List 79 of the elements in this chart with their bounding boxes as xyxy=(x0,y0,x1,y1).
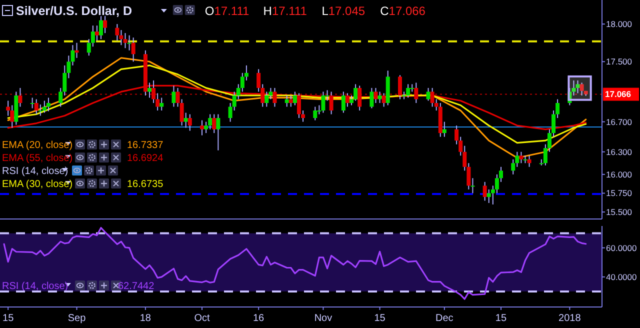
candlestick xyxy=(284,94,289,108)
y-tick-label: 60.0000 xyxy=(606,242,637,253)
candlestick xyxy=(46,97,50,112)
candlestick xyxy=(378,91,382,104)
candlestick xyxy=(147,82,152,98)
annotation: RSI (14, close) xyxy=(2,166,68,177)
candlestick xyxy=(580,82,584,96)
candlestick xyxy=(527,155,532,168)
candlestick xyxy=(329,91,334,115)
text: EMA (30, close) xyxy=(2,179,73,190)
candlestick xyxy=(430,87,434,108)
candlestick xyxy=(370,87,374,109)
x-tick-label: Nov xyxy=(314,313,332,324)
candlestick xyxy=(576,80,580,94)
candlestick xyxy=(374,87,378,104)
candlestick xyxy=(486,188,491,204)
candlestick xyxy=(345,92,350,108)
x-tick-label: 16 xyxy=(253,313,265,324)
y-tick-label: 16.700 xyxy=(606,116,632,127)
candlestick xyxy=(34,98,38,115)
candlestick xyxy=(208,114,212,130)
candlestick xyxy=(127,34,132,51)
annotation: 62.7442 xyxy=(118,281,155,292)
candlestick xyxy=(18,87,22,108)
candlestick xyxy=(216,114,220,151)
candlestick xyxy=(123,32,128,49)
line-series xyxy=(3,226,587,300)
x-tick-label: Oct xyxy=(194,313,210,324)
candlestick xyxy=(172,85,176,108)
candlestick xyxy=(131,37,136,62)
x-tick-label: 18 xyxy=(140,313,152,324)
candlestick xyxy=(30,97,34,109)
y-tick-label: 17.500 xyxy=(606,56,632,67)
candlestick xyxy=(160,97,164,112)
y-tick-label: 40.0000 xyxy=(606,272,637,282)
x-tick-label: 2018 xyxy=(558,313,582,324)
x-tick-label: 15 xyxy=(2,313,14,324)
annotation: O17.111 xyxy=(204,4,250,18)
candlestick xyxy=(288,94,293,108)
candlestick xyxy=(406,84,410,98)
candlestick xyxy=(519,151,524,164)
y-tick-label: 16.000 xyxy=(606,169,632,180)
candlestick xyxy=(442,121,446,138)
annotation: 16.6735 xyxy=(127,179,164,190)
text: EMA (55, close) xyxy=(2,153,73,164)
candlestick xyxy=(42,100,46,114)
x-tick-label: Sep xyxy=(68,313,86,324)
annotation: L17.045 xyxy=(322,4,366,18)
candlestick xyxy=(188,114,192,132)
text: EMA (20, close) xyxy=(2,140,73,151)
candlestick xyxy=(212,114,216,134)
candlestick xyxy=(321,91,326,114)
text: RSI (14, close) xyxy=(2,281,68,292)
candlestick xyxy=(313,106,318,121)
candlestick xyxy=(426,87,430,102)
candlestick xyxy=(341,91,346,114)
x-tick-label: 15 xyxy=(495,313,507,324)
candlestick xyxy=(482,181,487,202)
candlestick xyxy=(354,84,358,102)
y-tick-label: 15.500 xyxy=(606,206,632,217)
candlestick xyxy=(382,92,386,108)
candlestick xyxy=(184,112,188,128)
candlestick xyxy=(272,87,277,108)
ref-line-label: 17.066 xyxy=(605,89,632,100)
y-tick-label: 16.300 xyxy=(606,146,632,157)
candlestick xyxy=(115,24,120,42)
x-tick-label: Dec xyxy=(436,313,454,324)
annotation: C17.066 xyxy=(380,4,426,18)
annotation: 16.7337 xyxy=(127,140,164,151)
y-tick-label: 15.750 xyxy=(606,188,632,198)
y-tick-label: 18.000 xyxy=(606,19,632,30)
candlestick xyxy=(94,25,99,42)
x-tick-label: 15 xyxy=(374,313,386,324)
candlestick xyxy=(296,92,301,119)
annotation: H17.111 xyxy=(263,4,308,18)
candlestick xyxy=(264,91,269,108)
candlestick xyxy=(292,91,297,106)
candlestick xyxy=(200,120,204,136)
annotation: 16.6924 xyxy=(127,153,164,164)
